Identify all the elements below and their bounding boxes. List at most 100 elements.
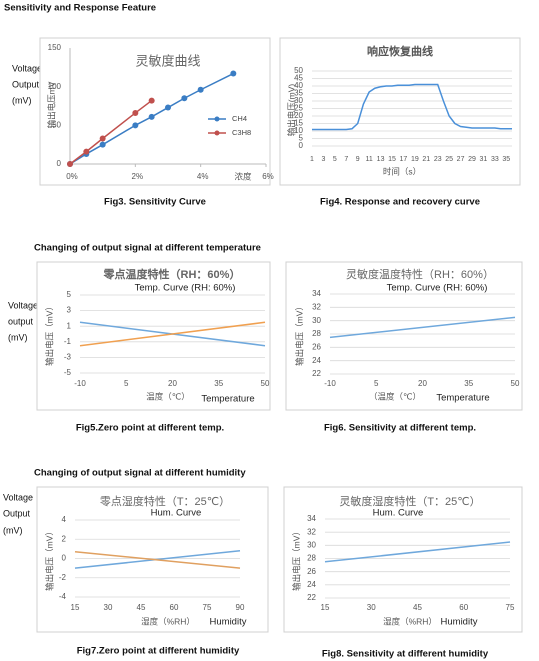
data-line (329, 316, 516, 339)
chart-title: 零点湿度特性（T：25℃） (100, 494, 230, 508)
y-tick-label: 35 (294, 89, 303, 98)
y-tick-label: -4 (59, 592, 67, 601)
x-tick-label: 1 (310, 156, 314, 163)
y-tick-label: 15 (294, 119, 303, 128)
y-tick-label: 20 (294, 111, 303, 120)
y-tick-label: -5 (64, 368, 72, 377)
side-label: (mV) (12, 95, 32, 105)
y-tick-label: 0 (299, 141, 304, 150)
x-tick-label: 50 (511, 379, 520, 388)
figure-caption: Fig5.Zero point at different temp. (76, 423, 224, 434)
x-tick-label: 5 (124, 379, 129, 388)
x-tick-label: 23 (434, 156, 442, 163)
x-tick-label: 15 (388, 156, 396, 163)
chart-frame (39, 37, 271, 186)
y-tick-label: 34 (307, 514, 316, 523)
data-line (312, 83, 512, 131)
data-line (324, 541, 511, 563)
y-tick-label: 150 (48, 43, 62, 52)
x-axis-label-en: Temperature (436, 393, 489, 404)
figure-caption: Fig4. Response and recovery curve (320, 197, 480, 208)
x-tick-label: 2% (132, 172, 144, 181)
chart-title: 灵敏度曲线 (135, 53, 200, 68)
x-tick-label: 4% (197, 172, 209, 181)
x-tick-label: 35 (502, 156, 510, 163)
y-tick-label: 100 (48, 82, 62, 91)
y-axis-label: 输出电压(mV) (286, 84, 296, 137)
y-tick-label: 30 (312, 316, 321, 325)
x-tick-label: 27 (457, 156, 465, 163)
x-axis-label-en: Humidity (441, 617, 478, 628)
y-tick-label: 40 (294, 81, 303, 90)
y-tick-label: 45 (294, 74, 303, 83)
figure-caption: Fig8. Sensitivity at different humidity (322, 649, 489, 660)
y-tick-label: 50 (52, 120, 61, 129)
x-tick-label: 0% (66, 172, 78, 181)
x-tick-label: 45 (137, 603, 146, 612)
y-tick-label: 4 (62, 515, 67, 524)
legend-marker (214, 116, 220, 122)
y-tick-label: -3 (64, 353, 72, 362)
data-point (132, 122, 139, 129)
y-tick-label: 0 (57, 159, 62, 168)
y-axis-label: 输出电压（mV） (44, 302, 54, 366)
chart-subtitle: Temp. Curve (RH: 60%) (135, 283, 236, 294)
chart-subtitle: Hum. Curve (151, 508, 202, 519)
x-tick-label: 5 (374, 379, 379, 388)
data-point (148, 97, 155, 104)
x-tick-label: 19 (411, 156, 419, 163)
x-tick-label: 6% (262, 172, 274, 181)
y-tick-label: 28 (307, 554, 316, 563)
data-point (181, 95, 188, 102)
x-axis-label: 温度（℃） (146, 391, 190, 401)
legend-label: CH4 (232, 114, 247, 123)
y-tick-label: 3 (67, 306, 72, 315)
x-axis-label-en: Humidity (210, 617, 247, 628)
chart-frame (279, 37, 521, 186)
side-label: (mV) (8, 332, 28, 342)
chart-title: 灵敏度温度特性（RH：60%） (346, 267, 494, 281)
section-heading: Changing of output signal at different t… (34, 243, 261, 254)
x-tick-label: 21 (422, 156, 430, 163)
data-point (83, 148, 90, 155)
x-tick-label: 29 (468, 156, 476, 163)
x-tick-label: 60 (170, 603, 179, 612)
x-tick-label: 30 (104, 603, 113, 612)
x-tick-label: 15 (71, 603, 80, 612)
x-tick-label: 5 (333, 156, 337, 163)
y-tick-label: 5 (67, 290, 72, 299)
x-tick-label: -10 (74, 379, 86, 388)
side-label: Voltage (8, 300, 38, 310)
y-tick-label: 10 (294, 126, 303, 135)
x-tick-label: 13 (377, 156, 385, 163)
y-tick-label: 26 (312, 342, 321, 351)
data-point (148, 113, 155, 120)
y-tick-label: 32 (307, 527, 316, 536)
y-tick-label: 26 (307, 567, 316, 576)
y-tick-label: -2 (59, 573, 67, 582)
x-axis-label: 湿度（%RH） (383, 616, 437, 626)
side-label: Output (12, 79, 40, 89)
x-tick-label: 35 (464, 379, 473, 388)
y-axis-label: 输出电压（mV） (294, 302, 304, 366)
chart-subtitle: Temp. Curve (RH: 60%) (387, 283, 488, 294)
y-axis-label: 输出电压（mV） (291, 527, 301, 591)
x-tick-label: -10 (324, 379, 336, 388)
figure-caption: Fig6. Sensitivity at different temp. (324, 423, 476, 434)
y-tick-label: 30 (307, 540, 316, 549)
chart-frame (285, 261, 523, 411)
side-label: Output (3, 508, 31, 518)
data-point (230, 70, 237, 77)
y-tick-label: 22 (307, 593, 316, 602)
y-tick-label: 50 (294, 66, 303, 75)
x-tick-label: 15 (321, 603, 330, 612)
x-tick-label: 60 (459, 603, 468, 612)
data-point (67, 161, 73, 167)
x-tick-label: 50 (261, 379, 270, 388)
x-tick-label: 7 (344, 156, 348, 163)
x-axis-label-en: Temperature (201, 394, 254, 405)
x-tick-label: 17 (400, 156, 408, 163)
legend-marker (214, 130, 220, 136)
x-tick-label: 35 (214, 379, 223, 388)
